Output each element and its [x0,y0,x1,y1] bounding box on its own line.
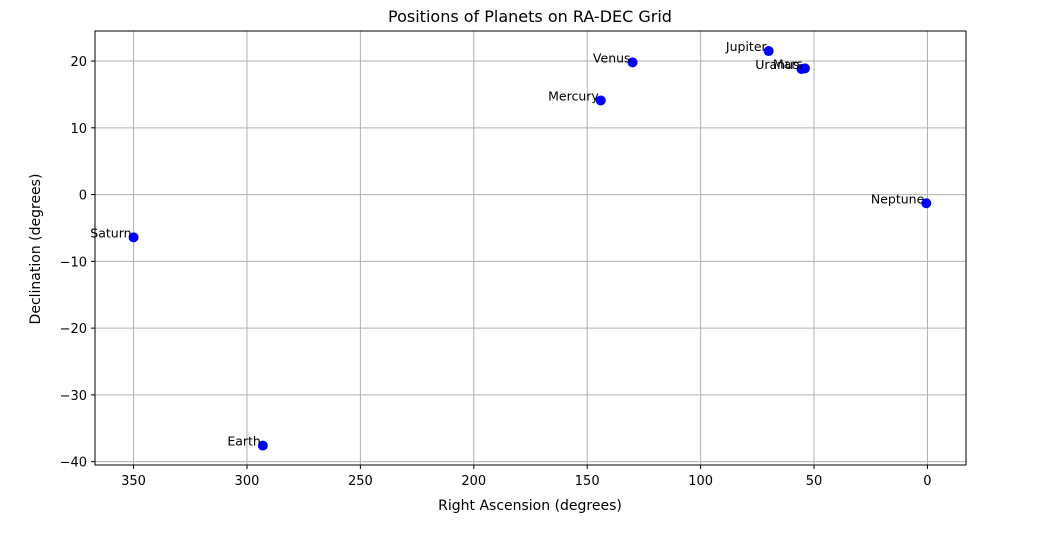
chart-title: Positions of Planets on RA-DEC Grid [388,7,672,26]
data-point-earth [257,440,268,451]
data-point-venus [627,57,638,68]
x-tick-label: 350 [121,474,146,489]
y-tick-label: −30 [60,389,87,404]
x-tick-label: 250 [348,474,373,489]
x-tick-label: 50 [806,474,823,489]
y-axis-title: Declination (degrees) [28,174,44,325]
point-label-jupiter: Jupiter [725,39,768,54]
y-tick-label: −20 [60,322,87,337]
data-point-neptune [921,198,932,209]
y-tick-label: 0 [79,189,87,204]
y-axis-ticks: 20 10 0 −10 −20 −30 −40 [60,55,95,471]
y-tick-label: 20 [70,55,87,70]
data-point-uranus [796,64,807,75]
y-tick-label: −10 [60,255,87,270]
x-tick-label: 0 [923,474,931,489]
grid-lines [95,31,966,465]
x-axis-title: Right Ascension (degrees) [438,498,622,514]
x-tick-label: 150 [575,474,600,489]
y-tick-label: −40 [60,456,87,471]
point-label-saturn: Saturn [90,225,131,240]
point-label-uranus: Uranus [755,57,799,72]
point-label-earth: Earth [227,434,261,449]
y-tick-label: 10 [70,122,87,137]
x-axis-ticks: 350 300 250 200 150 100 50 0 [121,465,932,489]
point-label-mercury: Mercury [548,88,599,103]
point-label-neptune: Neptune [871,191,925,206]
data-point-jupiter [763,46,774,57]
x-tick-label: 100 [688,474,713,489]
point-label-mars: Mars [773,56,803,71]
data-point-mercury [595,95,606,106]
x-tick-label: 300 [235,474,260,489]
data-point-saturn [128,232,139,243]
plot-frame [94,30,967,466]
data-points [128,46,932,451]
point-labels: Mercury Venus Earth Mars Jupiter Saturn Uranus… [90,39,924,449]
point-label-venus: Venus [593,50,631,65]
x-tick-label: 200 [461,474,486,489]
